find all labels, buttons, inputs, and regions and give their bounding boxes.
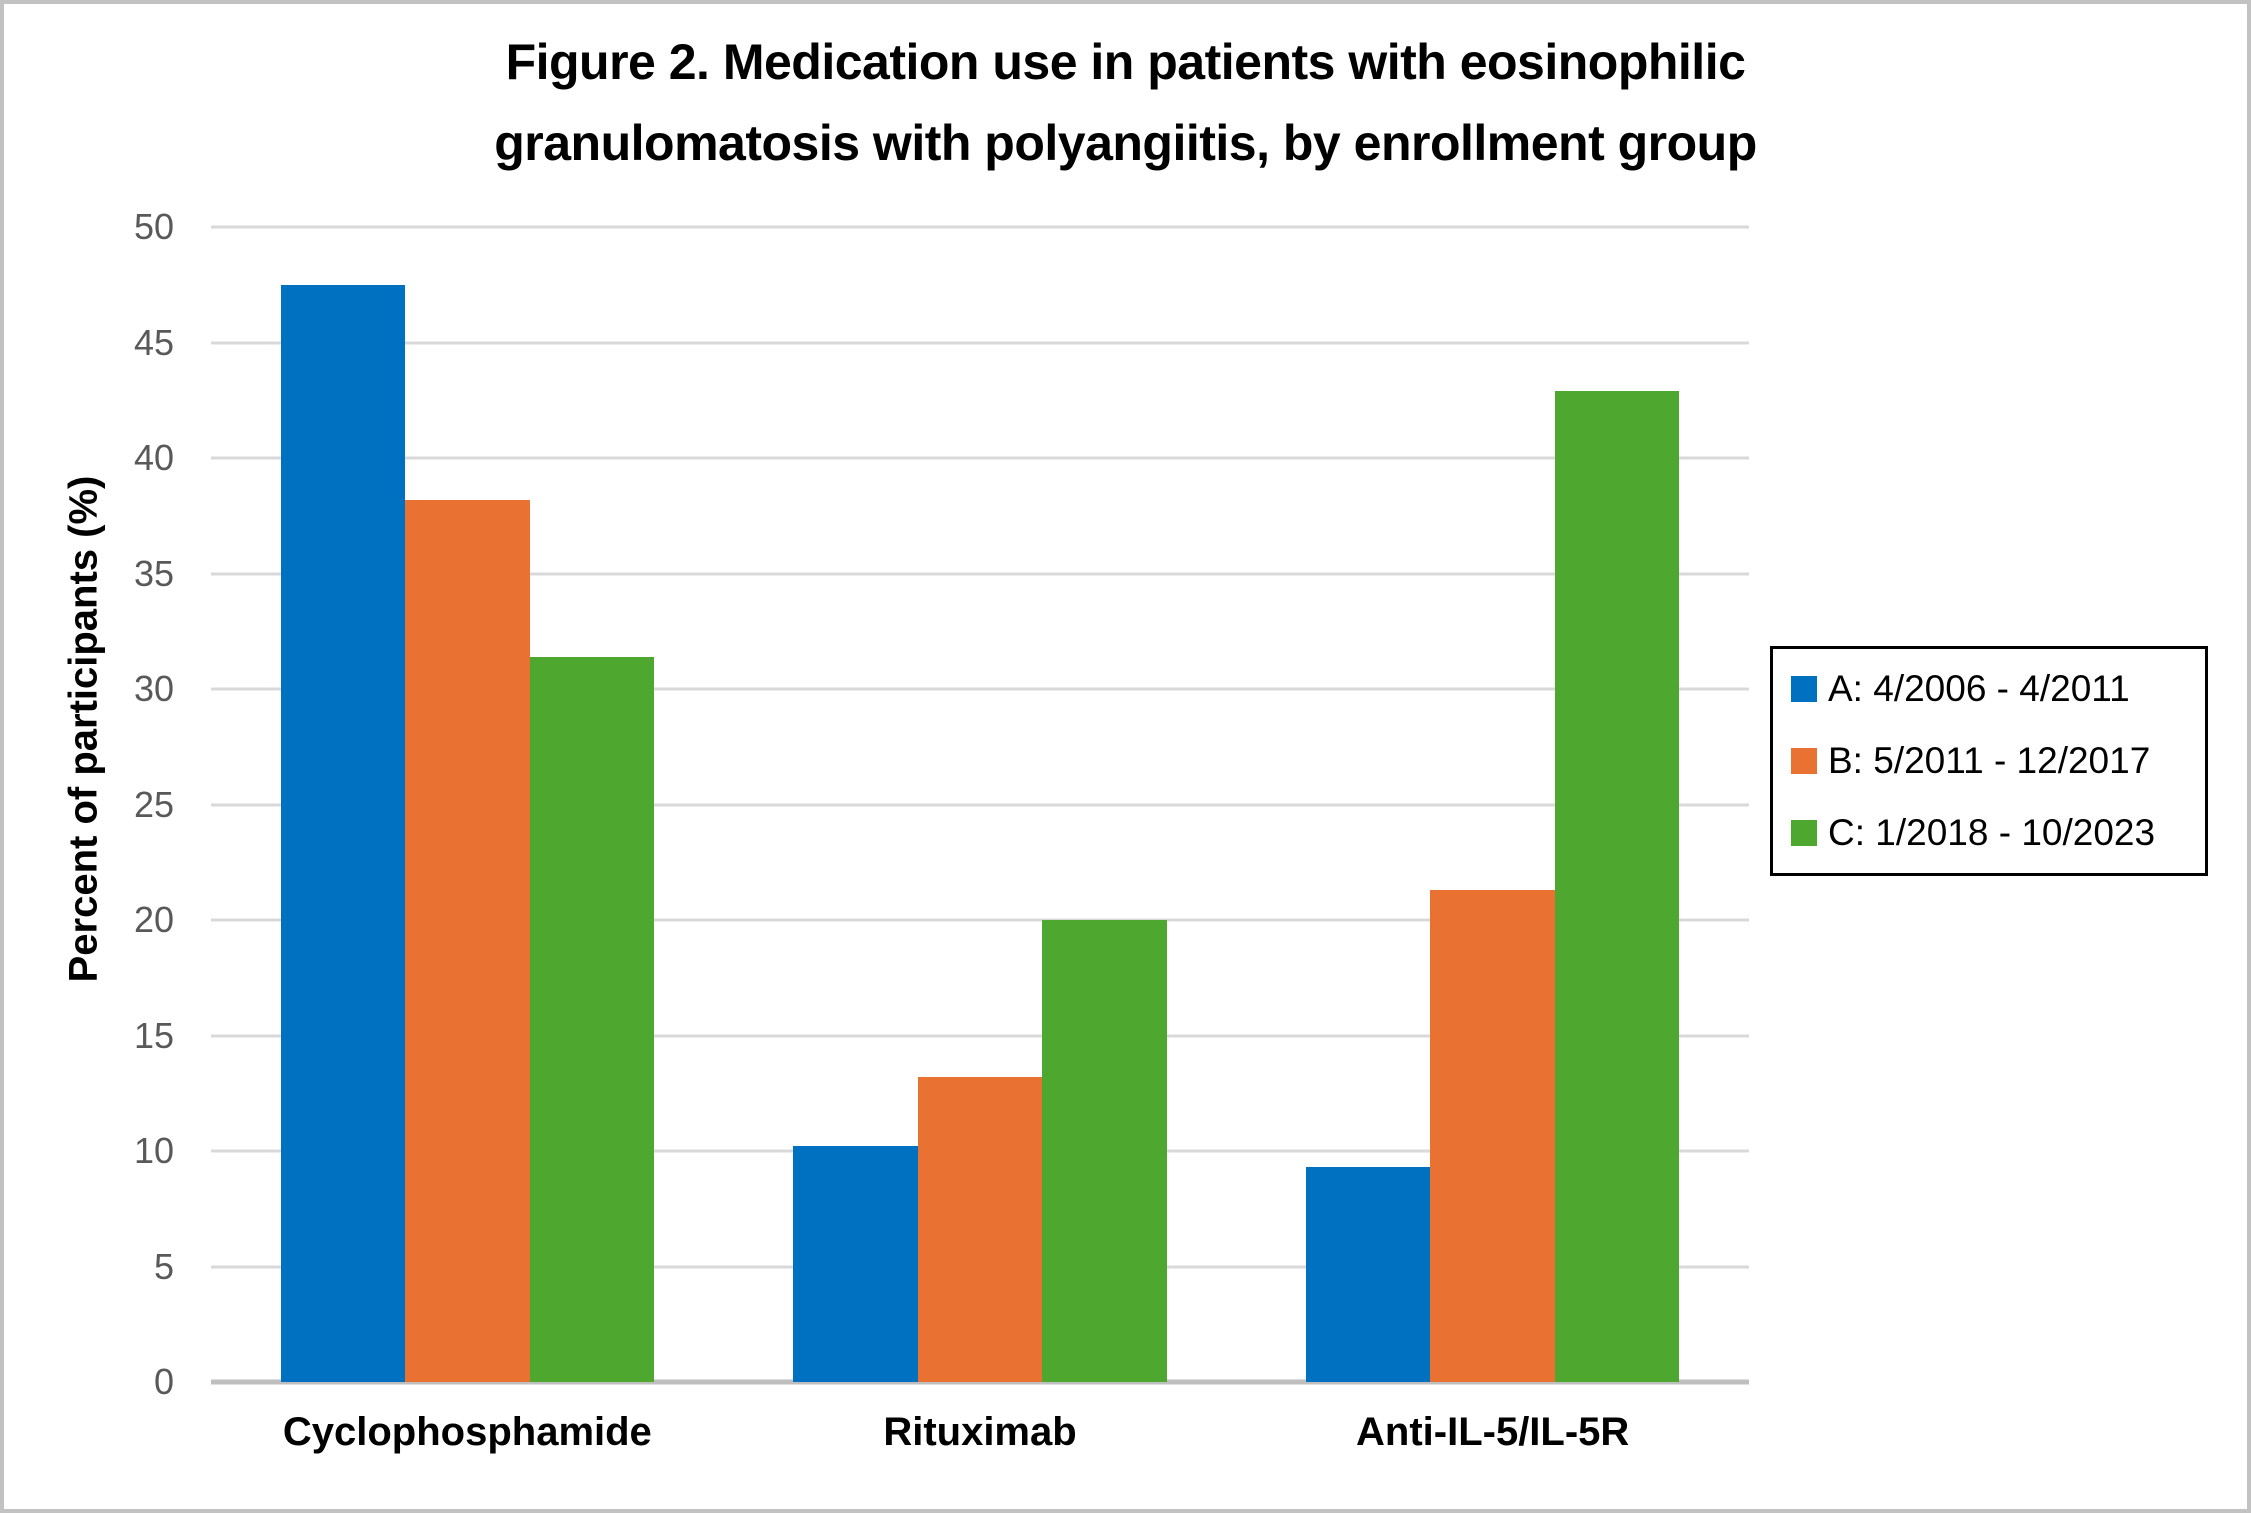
y-tick-label-0: 0: [153, 1361, 174, 1402]
bar-rituximab-group-a: [793, 1146, 918, 1382]
y-tick-label-30: 30: [133, 668, 174, 709]
legend-label: C: 1/2018 - 10/2023: [1828, 812, 2156, 853]
y-axis-ticks: 50 45 40 35 30 25 20 15 10 5 0: [4, 206, 174, 1402]
legend-item-b: B: 5/2011 - 12/2017: [1791, 740, 2205, 782]
plot-area: Cyclophosphamide Rituximab Anti-IL-5/IL-5R: [211, 225, 1749, 1454]
category-label-rituximab: Rituximab: [883, 1410, 1077, 1454]
x-axis-line: [211, 1379, 1749, 1385]
y-tick-label-50: 50: [133, 206, 174, 247]
y-tick-label-20: 20: [133, 899, 174, 940]
y-tick-label-10: 10: [133, 1130, 174, 1171]
legend-item-a: A: 4/2006 - 4/2011: [1791, 668, 2205, 710]
legend-swatch-icon: [1791, 748, 1817, 774]
legend-swatch-icon: [1791, 676, 1817, 702]
chart-title: Figure 2. Medication use in patients wit…: [494, 34, 1757, 171]
gridline-50: [211, 225, 1749, 229]
y-tick-label-5: 5: [153, 1245, 174, 1287]
bar-anti-il-5-il-5r-group-c: [1554, 391, 1680, 1382]
gridline-15: [211, 1034, 1749, 1037]
category-label-anti-il-5-il-5r: Anti-IL-5/IL-5R: [1356, 1410, 1630, 1454]
legend-label: A: 4/2006 - 4/2011: [1828, 668, 2130, 709]
bar-cyclophosphamide-group-c: [529, 656, 655, 1382]
legend-label: B: 5/2011 - 12/2017: [1828, 740, 2151, 781]
y-tick-label-15: 15: [133, 1014, 174, 1056]
bar-rituximab-group-b: [917, 1077, 1043, 1382]
y-tick-label-25: 25: [133, 783, 174, 825]
category-label-cyclophosphamide: Cyclophosphamide: [282, 1410, 652, 1454]
gridline-25: [211, 803, 1749, 806]
gridline-30: [211, 687, 1749, 691]
bar-anti-il-5-il-5r-group-b: [1430, 889, 1555, 1382]
gridline-45: [211, 341, 1749, 344]
y-tick-label-45: 45: [133, 321, 174, 363]
y-tick-label-35: 35: [133, 552, 174, 594]
y-tick-label-40: 40: [133, 437, 174, 478]
gridline-20: [211, 918, 1749, 922]
legend: A: 4/2006 - 4/2011 B: 5/2011 - 12/2017 C: …: [1770, 646, 2208, 876]
legend-item-c: C: 1/2018 - 10/2023: [1791, 812, 2205, 854]
legend-swatch-icon: [1791, 820, 1817, 846]
gridline-35: [211, 572, 1749, 575]
bar-anti-il-5-il-5r-group-a: [1305, 1167, 1431, 1382]
bar-cyclophosphamide-group-b: [405, 499, 530, 1382]
gridline-40: [211, 456, 1749, 460]
bar-cyclophosphamide-group-a: [280, 284, 406, 1382]
bar-rituximab-group-c: [1042, 920, 1167, 1382]
